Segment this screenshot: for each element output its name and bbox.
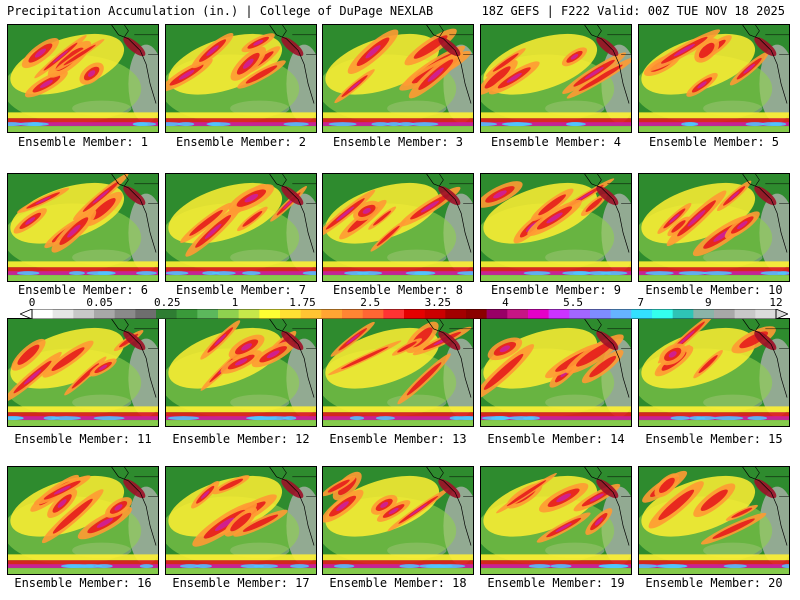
colorbar-scale xyxy=(20,309,788,319)
ensemble-member-label: Ensemble Member: 9 xyxy=(490,283,622,297)
colorbar-tick-label: 0.05 xyxy=(86,296,113,309)
colorbar-tick-label: 0.25 xyxy=(154,296,181,309)
ensemble-member-label: Ensemble Member: 14 xyxy=(487,432,625,446)
ensemble-map-panel xyxy=(480,466,632,575)
ensemble-map-panel xyxy=(165,318,317,427)
colorbar-tick-label: 4 xyxy=(502,296,509,309)
colorbar-tick-label: 2.5 xyxy=(360,296,381,309)
ensemble-map-panel xyxy=(322,318,474,427)
colorbar-tick-label: 1.75 xyxy=(289,296,316,309)
ensemble-map-panel xyxy=(322,24,474,133)
ensemble-map-panel xyxy=(480,318,632,427)
ensemble-map-panel xyxy=(165,24,317,133)
colorbar-tick-label: 1 xyxy=(231,296,239,309)
ensemble-member-label: Ensemble Member: 10 xyxy=(645,283,783,297)
ensemble-member-label: Ensemble Member: 2 xyxy=(175,135,307,149)
colorbar-tick-label: 5.5 xyxy=(563,296,584,309)
ensemble-member-label: Ensemble Member: 13 xyxy=(329,432,467,446)
ensemble-member-label: Ensemble Member: 11 xyxy=(14,432,152,446)
colorbar-tick-label: 7 xyxy=(637,296,645,309)
run-valid-time: 18Z GEFS | F222 Valid: 00Z TUE NOV 18 20… xyxy=(481,4,785,18)
ensemble-member-label: Ensemble Member: 3 xyxy=(332,135,464,149)
ensemble-member-label: Ensemble Member: 16 xyxy=(14,576,152,590)
ensemble-map-panel xyxy=(322,173,474,282)
ensemble-map-panel xyxy=(7,466,159,575)
ensemble-map-panel xyxy=(638,318,790,427)
ensemble-map-panel xyxy=(322,466,474,575)
ensemble-member-label: Ensemble Member: 7 xyxy=(175,283,307,297)
ensemble-member-label: Ensemble Member: 19 xyxy=(487,576,625,590)
ensemble-member-label: Ensemble Member: 5 xyxy=(648,135,780,149)
ensemble-member-label: Ensemble Member: 17 xyxy=(172,576,310,590)
ensemble-member-label: Ensemble Member: 6 xyxy=(17,283,149,297)
ensemble-map-panel xyxy=(638,24,790,133)
ensemble-member-label: Ensemble Member: 1 xyxy=(17,135,149,149)
ensemble-member-label: Ensemble Member: 4 xyxy=(490,135,622,149)
ensemble-map-panel xyxy=(165,173,317,282)
colorbar-tick-label: 12 xyxy=(769,296,783,309)
ensemble-map-panel xyxy=(638,173,790,282)
ensemble-map-panel xyxy=(480,173,632,282)
page-header: Precipitation Accumulation (in.) | Colle… xyxy=(0,0,800,22)
ensemble-map-panel xyxy=(7,24,159,133)
colorbar-labels: 0 0.05 0.25 1 1.75 2.5 3.25 4 5.5 7 9 12 xyxy=(20,297,788,309)
ensemble-map-panel xyxy=(638,466,790,575)
ensemble-member-label: Ensemble Member: 18 xyxy=(329,576,467,590)
ensemble-map-panel xyxy=(7,318,159,427)
colorbar-tick-label: 9 xyxy=(705,296,712,309)
ensemble-map-panel xyxy=(480,24,632,133)
ensemble-member-label: Ensemble Member: 15 xyxy=(645,432,783,446)
colorbar-tick-label: 3.25 xyxy=(424,296,452,309)
ensemble-member-label: Ensemble Member: 8 xyxy=(332,283,464,297)
map-title: Precipitation Accumulation (in.) | Colle… xyxy=(7,4,434,18)
ensemble-map-panel xyxy=(7,173,159,282)
ensemble-member-label: Ensemble Member: 12 xyxy=(172,432,310,446)
colorbar-tick-label: 0 xyxy=(28,296,36,309)
colorbar: 0 0.05 0.25 1 1.75 2.5 3.25 4 5.5 7 9 12 xyxy=(20,297,788,319)
ensemble-map-panel xyxy=(165,466,317,575)
ensemble-member-label: Ensemble Member: 20 xyxy=(645,576,783,590)
